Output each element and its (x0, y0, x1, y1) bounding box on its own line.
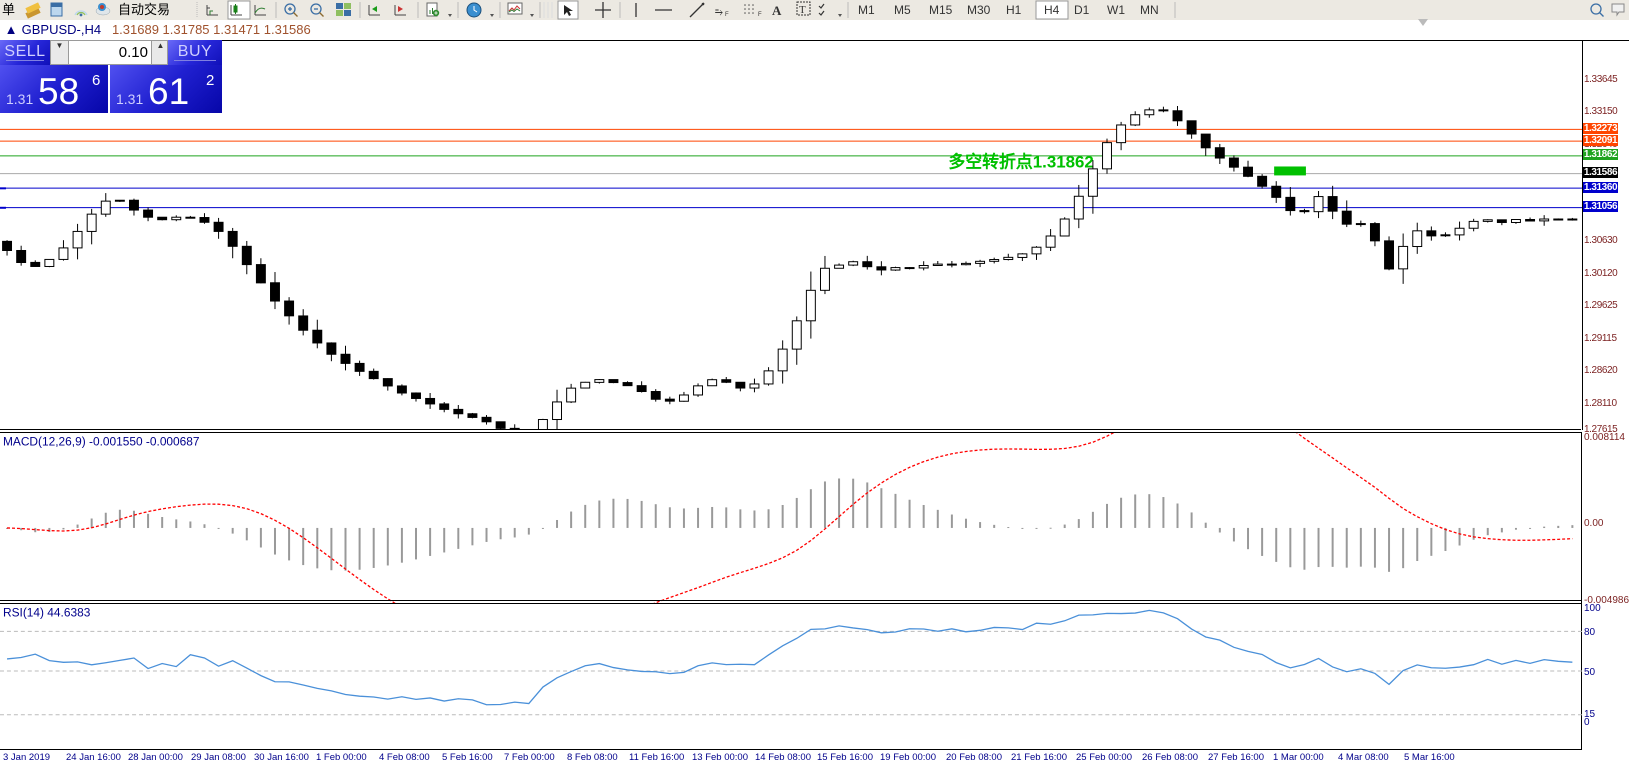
svg-text:单: 单 (2, 2, 15, 17)
svg-text:W1: W1 (1107, 3, 1125, 17)
svg-text:M1: M1 (858, 3, 875, 17)
svg-text:H1: H1 (1006, 3, 1022, 17)
svg-text:多空转折点1.31862: 多空转折点1.31862 (948, 151, 1093, 171)
svg-text:F: F (725, 12, 729, 18)
svg-text:MN: MN (1140, 3, 1159, 17)
svg-text:M30: M30 (967, 3, 991, 17)
svg-text:MACD(12,26,9) -0.001550 -0.000: MACD(12,26,9) -0.001550 -0.000687 (3, 435, 200, 449)
svg-text:M15: M15 (929, 3, 953, 17)
svg-text:A: A (772, 3, 782, 18)
svg-text:M5: M5 (894, 3, 911, 17)
svg-text:D1: D1 (1074, 3, 1090, 17)
svg-text:T: T (799, 4, 806, 16)
svg-text:自动交易: 自动交易 (118, 2, 170, 17)
svg-text:F: F (758, 12, 762, 18)
svg-text:H4: H4 (1044, 3, 1060, 17)
svg-text:RSI(14) 44.6383: RSI(14) 44.6383 (3, 605, 91, 619)
svg-text:⥱: ⥱ (715, 7, 723, 18)
